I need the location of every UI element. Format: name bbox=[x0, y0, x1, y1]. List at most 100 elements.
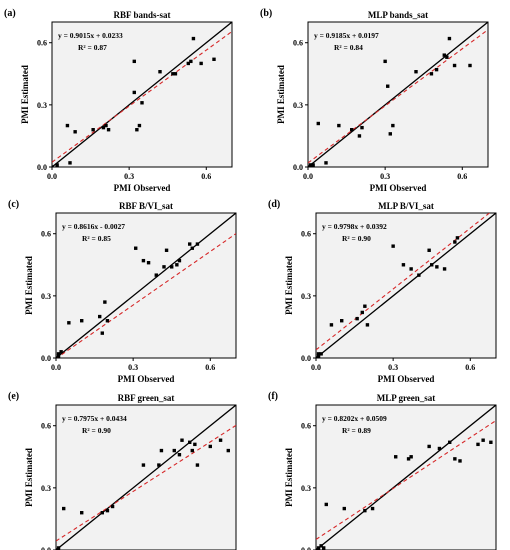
x-axis-label: PMI Observed bbox=[370, 183, 427, 193]
plot-lines bbox=[316, 405, 496, 550]
data-point bbox=[458, 459, 462, 463]
panel-label: (a) bbox=[4, 8, 16, 19]
data-point bbox=[322, 546, 326, 550]
data-point bbox=[171, 72, 175, 76]
fit-line bbox=[56, 424, 236, 542]
data-point bbox=[177, 453, 182, 457]
data-point bbox=[106, 128, 111, 132]
data-point bbox=[190, 246, 194, 250]
chart-title: RBF green_sat bbox=[118, 393, 175, 403]
chart-title: MLP B/VI_sat bbox=[378, 201, 434, 211]
y-tick-label: 0.3 bbox=[293, 101, 303, 110]
x-tick-label: 0.3 bbox=[124, 172, 134, 181]
data-point bbox=[350, 128, 354, 132]
chart-title: MLP bands_sat bbox=[368, 10, 428, 20]
y-axis-label: PMI Estimated bbox=[276, 65, 286, 124]
data-point bbox=[409, 455, 413, 459]
data-point bbox=[193, 442, 197, 447]
fit-line bbox=[308, 29, 488, 164]
data-point bbox=[173, 72, 178, 76]
chart-title: MLP green_sat bbox=[377, 393, 436, 403]
identity-line bbox=[56, 213, 236, 358]
data-point bbox=[59, 350, 63, 354]
data-point bbox=[455, 236, 460, 240]
data-point bbox=[218, 438, 223, 442]
panel-label: (e) bbox=[8, 391, 19, 402]
data-point bbox=[73, 130, 77, 134]
data-point bbox=[391, 244, 395, 248]
x-tick-label: 0.6 bbox=[465, 363, 475, 372]
x-tick-label: 0.3 bbox=[380, 172, 390, 181]
data-point bbox=[212, 57, 216, 61]
y-tick-label: 0.3 bbox=[41, 292, 51, 301]
x-tick-label: 0.3 bbox=[128, 363, 138, 372]
data-point bbox=[311, 163, 315, 167]
data-point bbox=[468, 63, 472, 68]
y-tick-label: 0.0 bbox=[37, 163, 47, 172]
data-point bbox=[442, 53, 446, 57]
data-point bbox=[329, 323, 334, 327]
x-tick-label: 0.6 bbox=[205, 363, 215, 372]
data-point bbox=[401, 263, 406, 267]
data-point bbox=[68, 161, 72, 165]
data-point bbox=[162, 265, 166, 269]
data-point bbox=[406, 457, 411, 461]
panel-label: (d) bbox=[268, 199, 280, 210]
y-tick-label: 0.3 bbox=[41, 484, 51, 493]
data-point bbox=[453, 457, 457, 461]
y-axis-label: PMI Estimated bbox=[284, 448, 294, 507]
y-axis-label: PMI Estimated bbox=[284, 256, 294, 315]
r-squared: R² = 0.84 bbox=[334, 43, 363, 52]
data-point bbox=[308, 165, 310, 167]
data-point bbox=[157, 463, 161, 467]
data-point bbox=[316, 352, 321, 356]
identity-line bbox=[316, 213, 496, 358]
data-point bbox=[360, 310, 364, 315]
panel-c: 0.0 0.3 0.6 0.0 0.3 0.6 RBF B/VI_sat (c) PMI Obs… bbox=[8, 199, 237, 384]
fit-equation: y = 0.9015x + 0.0233 bbox=[58, 31, 123, 40]
data-point bbox=[172, 448, 176, 453]
data-point bbox=[132, 90, 136, 95]
data-point bbox=[67, 321, 71, 325]
panel-a: 0.0 0.3 0.6 0.0 0.3 0.6 RBF bands-sat (a) PMI Ob… bbox=[4, 8, 233, 193]
data-point bbox=[448, 440, 452, 444]
y-tick-label: 0.3 bbox=[301, 484, 311, 493]
data-point bbox=[429, 72, 434, 76]
x-tick-label: 0.6 bbox=[201, 172, 211, 181]
y-tick-label: 0.3 bbox=[301, 292, 311, 301]
x-axis-label: PMI Observed bbox=[114, 183, 171, 193]
y-tick-label: 0.6 bbox=[301, 230, 311, 239]
data-point bbox=[199, 61, 203, 66]
chart-title: RBF bands-sat bbox=[114, 10, 171, 20]
plot-lines bbox=[56, 405, 236, 550]
data-point bbox=[158, 70, 162, 74]
data-point bbox=[164, 248, 169, 252]
data-point bbox=[363, 508, 367, 513]
data-point bbox=[316, 548, 318, 550]
data-point bbox=[316, 546, 321, 550]
data-point bbox=[195, 242, 200, 246]
data-point bbox=[52, 165, 54, 167]
x-axis-label: PMI Observed bbox=[378, 374, 435, 384]
x-tick-label: 0.6 bbox=[457, 172, 467, 181]
x-tick-label: 0.0 bbox=[311, 363, 321, 372]
data-point bbox=[337, 123, 341, 128]
data-point bbox=[357, 134, 362, 138]
data-point bbox=[363, 304, 367, 308]
identity-line bbox=[316, 405, 496, 550]
identity-line bbox=[308, 22, 488, 167]
r-squared: R² = 0.89 bbox=[342, 426, 371, 435]
data-point bbox=[154, 273, 158, 277]
data-point bbox=[437, 446, 442, 451]
y-tick-label: 0.6 bbox=[293, 39, 303, 48]
fit-equation: y = 0.8616x - 0.0027 bbox=[62, 222, 125, 231]
data-point bbox=[101, 125, 106, 130]
y-tick-label: 0.6 bbox=[37, 39, 47, 48]
data-point bbox=[105, 319, 110, 323]
data-point bbox=[445, 55, 449, 59]
data-point bbox=[180, 438, 184, 442]
data-point bbox=[65, 123, 70, 128]
plot-lines bbox=[52, 22, 232, 167]
panel-label: (f) bbox=[268, 391, 278, 402]
